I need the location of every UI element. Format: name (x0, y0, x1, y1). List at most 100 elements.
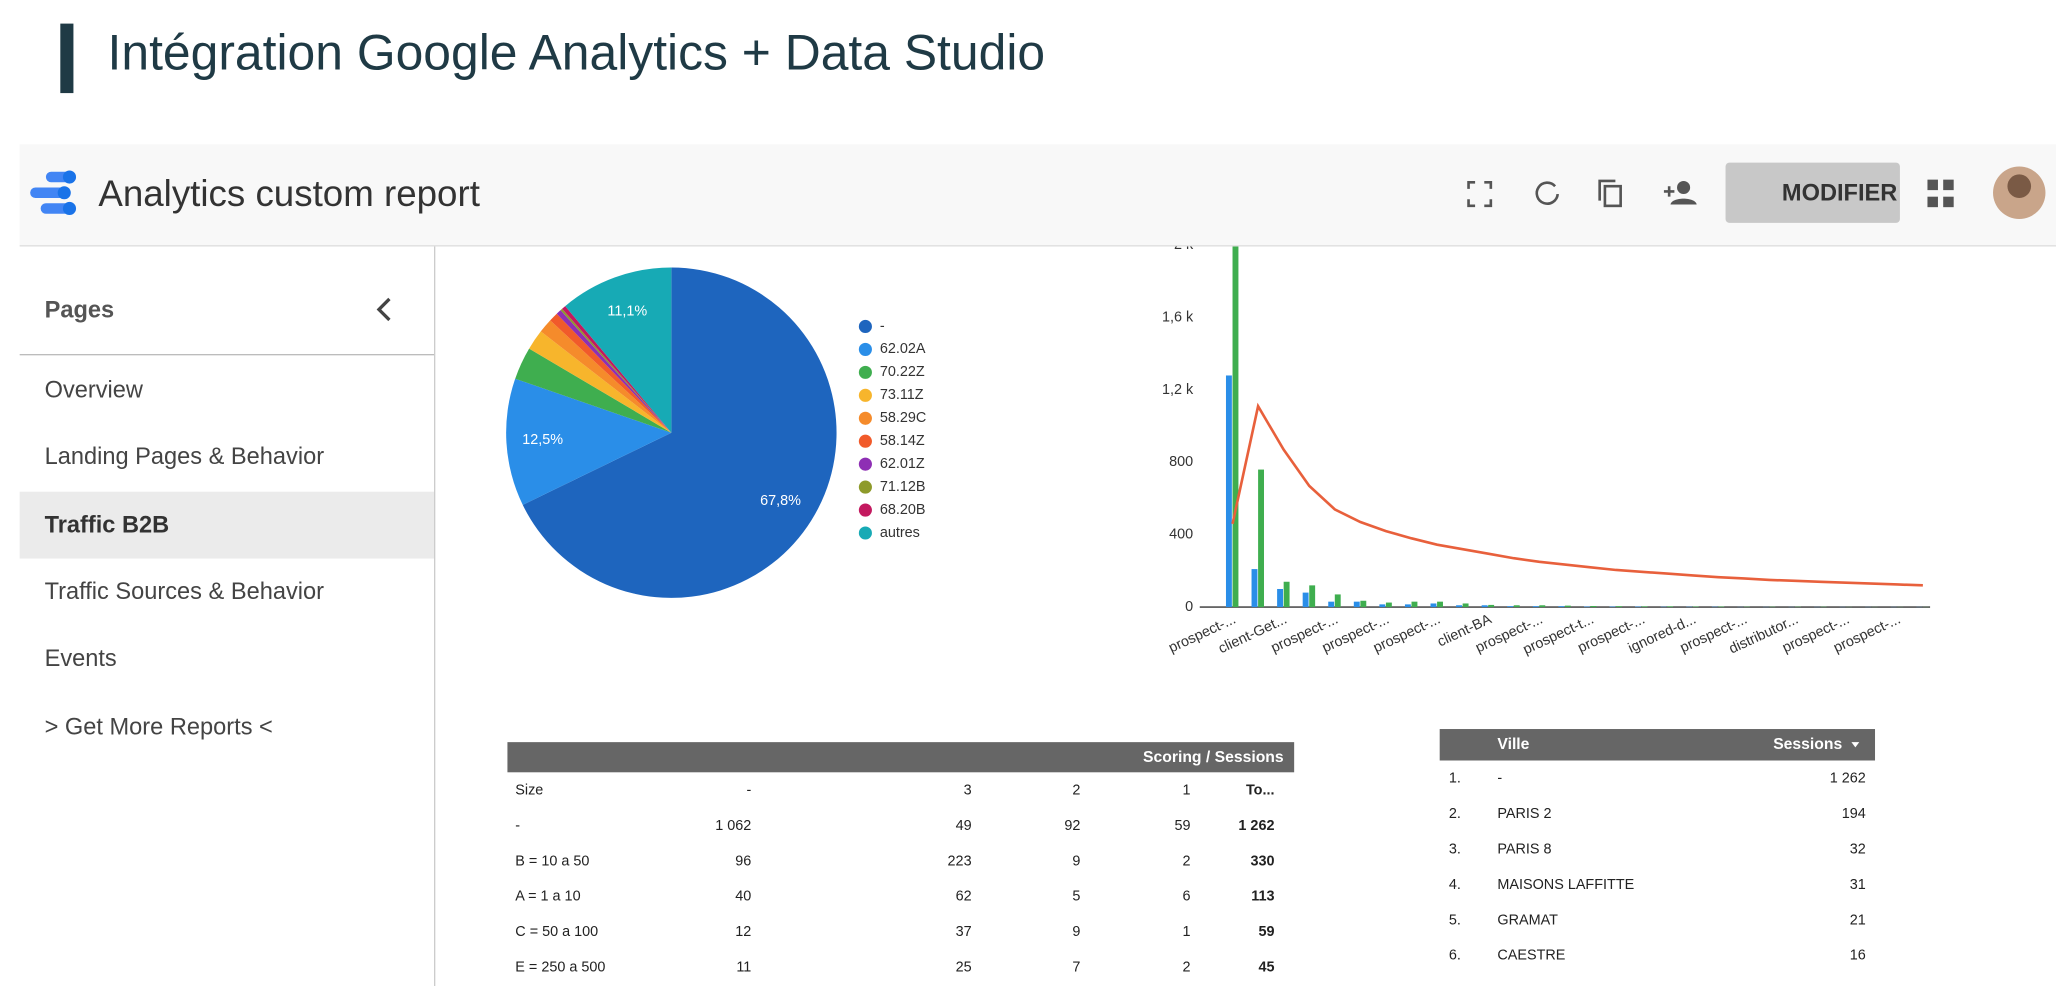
nav-label[interactable]: Overview (44, 376, 143, 403)
table-cell: 45 (1258, 959, 1274, 975)
table-cell: 92 (1064, 818, 1080, 834)
nav-label[interactable]: Traffic B2B (44, 510, 170, 538)
legend-swatch (858, 503, 872, 517)
apps-icon[interactable] (1927, 179, 1954, 208)
pie-slice (560, 308, 672, 433)
table-cell: 2. (1449, 806, 1461, 822)
y-tick-label: 400 (1169, 527, 1193, 543)
refresh-icon[interactable] (1535, 181, 1560, 205)
app-header: Analytics custom report MODIFIER (19, 144, 2056, 247)
table-cell: 5 (1072, 889, 1080, 905)
bar (1558, 606, 1565, 608)
bar (1353, 601, 1360, 608)
fullscreen-icon[interactable] (1467, 180, 1493, 208)
bar (1411, 601, 1418, 608)
legend-swatch (858, 434, 872, 448)
nav-label[interactable]: > Get More Reports < (44, 712, 273, 739)
nav-item[interactable]: Overview (20, 357, 434, 424)
bar (1225, 375, 1232, 608)
legend-label: 58.29C (880, 410, 926, 426)
nav-item[interactable]: Traffic Sources & Behavior (20, 558, 434, 625)
legend-label: autres (880, 525, 920, 541)
pie-slice (556, 310, 672, 433)
edit-button-label[interactable]: MODIFIER (1781, 179, 1898, 206)
bar (1385, 602, 1392, 608)
table-cell: 1 062 (715, 818, 751, 834)
nav-label[interactable]: Events (44, 645, 117, 672)
bar (1539, 605, 1546, 608)
table-cell: 113 (1251, 889, 1274, 905)
bar (1513, 605, 1520, 608)
nav-item[interactable]: > Get More Reports < (20, 693, 434, 760)
slice-label: 67,8% (760, 493, 801, 509)
nav-label[interactable]: Landing Pages & Behavior (44, 443, 325, 470)
legend-swatch (858, 319, 872, 334)
table-cell: 6. (1449, 948, 1461, 964)
bar (1481, 605, 1488, 608)
bar (1488, 604, 1495, 608)
edit-button[interactable]: MODIFIER (1725, 162, 1900, 223)
column-header: 3 (964, 782, 972, 798)
table-cell: PARIS 2 (1497, 806, 1551, 822)
table-cell: 96 (735, 853, 751, 869)
column-header: Sessions (1773, 736, 1842, 753)
nav-item[interactable]: Landing Pages & Behavior (20, 424, 434, 491)
table-cell: 9 (1072, 853, 1080, 869)
table-cell: 59 (1258, 924, 1274, 940)
avatar[interactable] (1993, 166, 2046, 219)
legend-swatch (858, 342, 872, 356)
y-tick-label: 1,6 k (1162, 309, 1194, 325)
legend-label: 70.22Z (880, 364, 925, 380)
legend-swatch (858, 411, 872, 425)
table-cell: 49 (956, 818, 972, 834)
table-cell: 62 (956, 889, 972, 905)
collapse-icon[interactable] (371, 296, 397, 322)
bar (1635, 606, 1641, 608)
table-cell: - (515, 818, 520, 834)
table-cell: 1. (1449, 771, 1461, 787)
legend-label: - (880, 318, 885, 334)
nav-item[interactable]: Events (20, 626, 434, 693)
bar (1277, 588, 1284, 608)
legend-label: 73.11Z (880, 387, 924, 403)
y-tick-label: 1,2 k (1162, 382, 1194, 398)
table-cell: 9 (1072, 924, 1080, 940)
divider (19, 354, 435, 356)
legend-swatch (858, 480, 872, 494)
table-cell: 330 (1250, 853, 1274, 869)
bar (1328, 601, 1335, 608)
table-cell: 32 (1850, 841, 1866, 857)
nav-item[interactable]: Traffic B2B (19, 491, 435, 559)
legend-swatch (858, 388, 872, 402)
bar (1437, 601, 1443, 608)
table-cell: 21 (1850, 912, 1866, 928)
legend-label: 62.01Z (880, 456, 925, 472)
share-icon[interactable] (1677, 180, 1691, 195)
bar (1283, 581, 1290, 608)
table-cell: 4. (1449, 877, 1461, 893)
nav-label[interactable]: Traffic Sources & Behavior (44, 578, 324, 605)
bar (1507, 606, 1514, 608)
bar (1251, 569, 1258, 608)
bar (1404, 604, 1411, 608)
pie-slice (506, 378, 672, 505)
copy-icon[interactable] (1603, 184, 1622, 208)
table-cell: 7 (1072, 959, 1080, 975)
bar (1616, 606, 1622, 608)
slice-label: 11,1% (607, 303, 647, 319)
column-header: Size (515, 782, 543, 798)
table-cell: 12 (735, 924, 751, 940)
table-cell: 40 (735, 889, 751, 905)
bar (1641, 606, 1648, 608)
bar (1532, 606, 1539, 608)
legend-label: 71.12B (880, 479, 926, 495)
bar (1232, 245, 1239, 608)
column-header: Ville (1497, 736, 1529, 753)
bar (1564, 605, 1571, 608)
bar (1302, 592, 1309, 608)
bar (1334, 594, 1341, 608)
legend-swatch (858, 457, 872, 471)
y-tick-label: 800 (1169, 454, 1193, 470)
